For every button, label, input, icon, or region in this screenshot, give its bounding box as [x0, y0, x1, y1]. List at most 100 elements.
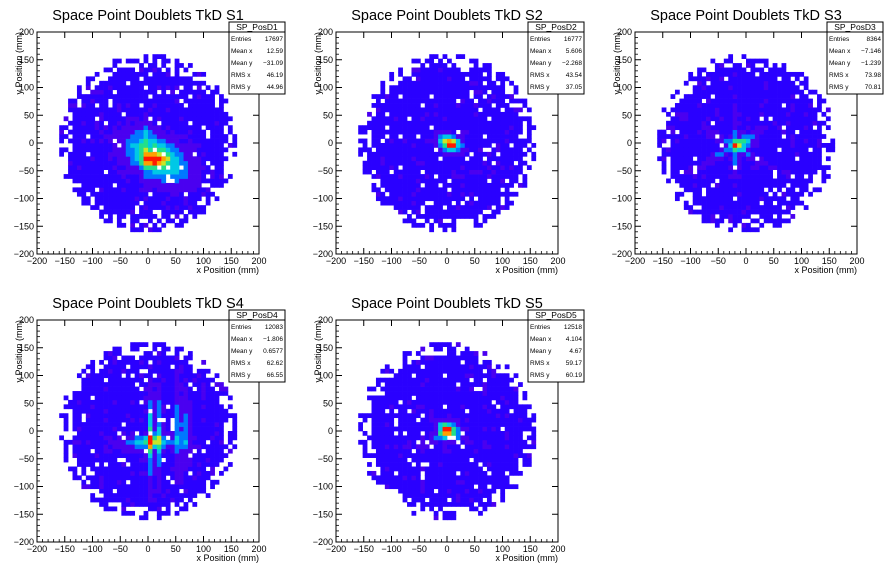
histogram-cell	[135, 218, 140, 223]
histogram-cell	[215, 458, 220, 463]
histogram-cell	[429, 170, 434, 175]
histogram-cell	[166, 418, 171, 423]
histogram-cell	[95, 196, 100, 201]
histogram-cell	[671, 143, 676, 148]
histogram-cell	[86, 444, 91, 449]
histogram-cell	[451, 458, 456, 463]
histogram-cell	[170, 125, 175, 130]
histogram-cell	[398, 103, 403, 108]
histogram-cell	[157, 493, 162, 498]
histogram-cell	[130, 161, 135, 166]
histogram-cell	[389, 183, 394, 188]
histogram-cell	[759, 223, 764, 228]
histogram-cell	[201, 90, 206, 95]
histogram-cell	[95, 99, 100, 104]
histogram-cell	[474, 183, 479, 188]
histogram-cell	[197, 187, 202, 192]
histogram-cell	[179, 156, 184, 161]
histogram-cell	[416, 76, 421, 81]
histogram-cell	[733, 139, 738, 144]
histogram-cell	[826, 125, 831, 130]
histogram-cell	[478, 201, 483, 206]
histogram-cell	[804, 94, 809, 99]
histogram-cell	[719, 196, 724, 201]
histogram-cell	[411, 223, 416, 228]
histogram-cell	[166, 462, 171, 467]
histogram-cell	[469, 85, 474, 90]
histogram-cell	[447, 99, 452, 104]
histogram-cell	[139, 364, 144, 369]
histogram-cell	[697, 103, 702, 108]
histogram-cell	[148, 147, 153, 152]
histogram-cell	[403, 161, 408, 166]
histogram-cell	[742, 72, 747, 77]
histogram-cell	[161, 347, 166, 352]
histogram-cell	[166, 364, 171, 369]
histogram-cell	[451, 493, 456, 498]
histogram-cell	[398, 427, 403, 432]
histogram-cell	[514, 165, 519, 170]
histogram-cell	[416, 360, 421, 365]
histogram-cell	[750, 107, 755, 112]
histogram-cell	[434, 63, 439, 68]
histogram-cell	[500, 165, 505, 170]
histogram-cell	[394, 444, 399, 449]
histogram-cell	[416, 489, 421, 494]
histogram-cell	[90, 107, 95, 112]
histogram-cell	[799, 156, 804, 161]
histogram-cell	[166, 373, 171, 378]
histogram-cell	[152, 342, 157, 347]
histogram-cell	[73, 187, 78, 192]
histogram-cell	[175, 444, 180, 449]
histogram-cell	[175, 152, 180, 157]
histogram-cell	[755, 94, 760, 99]
histogram-cell	[139, 493, 144, 498]
histogram-cell	[671, 116, 676, 121]
histogram-cell	[411, 121, 416, 126]
histogram-cell	[443, 63, 448, 68]
histogram-cell	[210, 90, 215, 95]
histogram-cell	[99, 139, 104, 144]
histogram-cell	[380, 116, 385, 121]
histogram-cell	[799, 90, 804, 95]
histogram-cell	[496, 125, 501, 130]
histogram-cell	[126, 90, 131, 95]
histogram-cell	[710, 210, 715, 215]
histogram-cell	[152, 444, 157, 449]
histogram-cell	[786, 90, 791, 95]
histogram-cell	[733, 103, 738, 108]
histogram-cell	[456, 174, 461, 179]
histogram-cell	[144, 112, 149, 117]
histogram-cell	[777, 134, 782, 139]
histogram-cell	[117, 170, 122, 175]
histogram-cell	[130, 493, 135, 498]
histogram-cell	[411, 369, 416, 374]
histogram-cell	[706, 205, 711, 210]
histogram-cell	[188, 103, 193, 108]
histogram-cell	[108, 418, 113, 423]
histogram-cell	[465, 134, 470, 139]
stats-row-label: Mean x	[231, 336, 253, 343]
histogram-cell	[799, 165, 804, 170]
histogram-cell	[773, 139, 778, 144]
histogram-cell	[764, 156, 769, 161]
histogram-cell	[826, 107, 831, 112]
histogram-cell	[385, 382, 390, 387]
histogram-cell	[170, 449, 175, 454]
histogram-cell	[447, 373, 452, 378]
histogram-cell	[790, 121, 795, 126]
histogram-cell	[487, 156, 492, 161]
histogram-cell	[179, 400, 184, 405]
histogram-cell	[130, 453, 135, 458]
histogram-cell	[764, 130, 769, 135]
histogram-cell	[804, 152, 809, 157]
histogram-cell	[434, 515, 439, 520]
histogram-cell	[179, 90, 184, 95]
histogram-cell	[764, 170, 769, 175]
histogram-cell	[447, 404, 452, 409]
histogram-cell	[175, 440, 180, 445]
histogram-cell	[808, 161, 813, 166]
histogram-cell	[746, 116, 751, 121]
histogram-cell	[394, 404, 399, 409]
histogram-cell	[465, 72, 470, 77]
